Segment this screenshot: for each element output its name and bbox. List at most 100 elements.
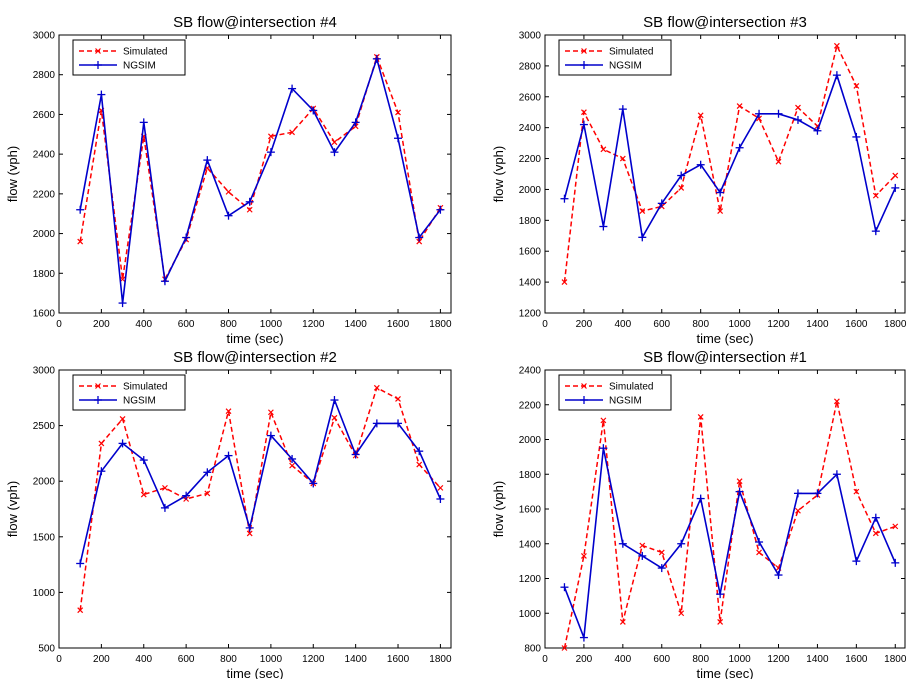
data-point-ngsim [245, 523, 254, 532]
y-axis-label: flow (vph) [5, 481, 20, 537]
data-point-ngsim [638, 551, 647, 560]
data-point-simulated [289, 462, 296, 469]
x-tick-label: 1000 [260, 319, 283, 330]
data-point-ngsim [774, 109, 783, 118]
data-point-ngsim [657, 564, 666, 573]
x-tick-label: 1400 [806, 654, 829, 665]
x-tick-label: 1400 [806, 319, 829, 330]
x-tick-label: 400 [614, 319, 631, 330]
y-tick-label: 3000 [33, 366, 56, 377]
y-tick-label: 1000 [33, 588, 56, 599]
data-point-ngsim [560, 583, 569, 592]
chart-title: SB flow@intersection #1 [643, 349, 807, 366]
y-tick-label: 2000 [519, 185, 542, 196]
data-point-simulated [140, 491, 147, 498]
y-tick-label: 1200 [519, 574, 542, 585]
data-point-ngsim [436, 205, 445, 214]
data-point-simulated [119, 416, 126, 422]
data-point-simulated [795, 507, 801, 514]
data-point-simulated [795, 104, 801, 111]
x-tick-label: 0 [56, 654, 62, 665]
y-tick-label: 2400 [519, 123, 542, 134]
data-point-ngsim [330, 396, 339, 405]
x-tick-label: 1200 [767, 319, 790, 330]
data-point-ngsim [203, 468, 212, 477]
x-tick-label: 200 [93, 319, 110, 330]
legend-label-ngsim: NGSIM [609, 61, 642, 72]
y-tick-label: 3000 [33, 31, 56, 42]
legend-label-ngsim: NGSIM [123, 61, 156, 72]
data-point-ngsim [677, 171, 686, 180]
legend-box [72, 39, 186, 76]
legend: Simulated NGSIM [72, 39, 186, 76]
data-point-simulated [162, 484, 168, 491]
data-point-ngsim [224, 211, 233, 220]
x-tick-label: 600 [178, 654, 195, 665]
data-point-ngsim [579, 120, 588, 129]
x-tick-label: 1400 [345, 319, 368, 330]
x-tick-label: 1000 [260, 654, 283, 665]
x-tick-label: 1000 [728, 319, 751, 330]
x-axis-label: time (sec) [226, 331, 283, 346]
data-point-simulated [373, 384, 380, 391]
legend: Simulated NGSIM [72, 374, 186, 411]
data-point-ngsim [735, 487, 744, 496]
plot-area [58, 34, 452, 314]
data-point-simulated [225, 188, 232, 195]
data-point-ngsim [774, 571, 783, 580]
data-point-ngsim [118, 299, 127, 308]
data-point-simulated [833, 398, 840, 405]
legend-label-simulated: Simulated [609, 382, 653, 393]
y-axis-label: flow (vph) [491, 481, 506, 537]
data-point-ngsim [224, 451, 233, 460]
data-point-simulated [639, 208, 646, 214]
x-tick-label: 1200 [302, 654, 325, 665]
x-axis-label: time (sec) [696, 666, 753, 679]
data-point-simulated [98, 440, 105, 447]
data-point-simulated [678, 610, 685, 617]
x-tick-label: 600 [653, 654, 670, 665]
x-tick-label: 800 [692, 319, 709, 330]
data-point-ngsim [657, 199, 666, 208]
data-point-ngsim [696, 494, 705, 503]
x-tick-label: 1200 [767, 654, 790, 665]
data-point-ngsim [76, 559, 85, 568]
data-point-ngsim [330, 148, 339, 157]
data-point-ngsim [852, 132, 861, 141]
chart-panel-1: 0 200 400 600 800 1000 1200 1400 1600 1800 1600 180… [5, 14, 452, 346]
data-point-simulated [395, 109, 401, 116]
data-point-simulated [697, 413, 704, 420]
data-point-simulated [639, 542, 646, 549]
data-point-simulated [77, 607, 84, 614]
data-point-simulated [619, 155, 626, 162]
data-point-ngsim [599, 222, 608, 231]
x-tick-label: 1600 [387, 654, 410, 665]
y-tick-label: 1600 [33, 309, 56, 320]
data-point-ngsim [415, 233, 424, 242]
x-tick-label: 200 [93, 654, 110, 665]
y-tick-label: 1600 [519, 505, 542, 516]
data-point-simulated [717, 208, 724, 214]
series-line-simulated [79, 54, 442, 282]
y-tick-label: 1200 [519, 309, 542, 320]
data-point-simulated [204, 490, 211, 497]
x-tick-label: 1600 [845, 654, 868, 665]
data-point-ngsim [560, 194, 569, 203]
data-point-ngsim [394, 419, 403, 428]
data-point-ngsim [203, 156, 212, 165]
y-tick-label: 1800 [519, 470, 542, 481]
y-tick-label: 1600 [519, 247, 542, 258]
data-point-simulated [678, 184, 685, 191]
chart-panel-2: 0 200 400 600 800 1000 1200 1400 1600 1800 1200 140… [491, 14, 907, 346]
x-tick-label: 1400 [345, 654, 368, 665]
data-point-ngsim [871, 227, 880, 236]
data-point-ngsim [813, 126, 822, 135]
y-tick-label: 2600 [519, 92, 542, 103]
data-point-simulated [697, 112, 704, 119]
data-point-simulated [775, 158, 782, 165]
data-point-ngsim [182, 233, 191, 242]
data-point-ngsim [755, 109, 764, 118]
data-point-simulated [736, 478, 743, 485]
plot-area [544, 34, 906, 314]
